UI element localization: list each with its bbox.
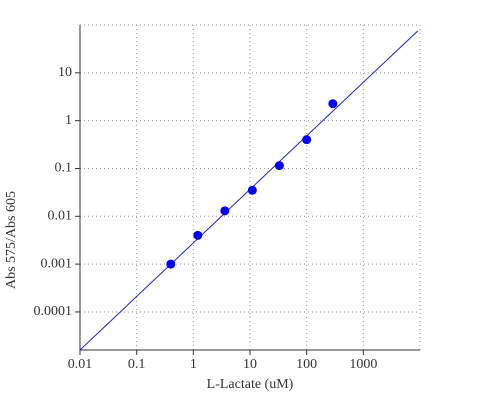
x-axis-label: L-Lactate (uM) [207,377,294,392]
x-tick-label: 10 [243,357,257,372]
y-axis-label: Abs 575/Abs 605 [4,191,19,289]
data-point [166,259,176,269]
x-tick-label: 100 [296,357,317,372]
y-tick-label: 10 [58,65,72,80]
data-point [328,99,338,109]
data-point [274,161,284,171]
y-tick-label: 0.0001 [34,304,73,319]
y-tick-label: 0.001 [41,256,73,271]
x-tick-label: 1000 [349,357,377,372]
y-tick-label: 0.01 [48,209,73,224]
data-point [247,185,257,195]
data-point [220,206,230,216]
data-point [193,230,203,240]
x-tick-label: 0.01 [68,357,93,372]
y-tick-label: 1 [65,113,72,128]
data-point [302,135,312,145]
x-tick-label: 0.1 [128,357,146,372]
y-tick-label: 0.1 [55,161,73,176]
x-tick-label: 1 [190,357,197,372]
